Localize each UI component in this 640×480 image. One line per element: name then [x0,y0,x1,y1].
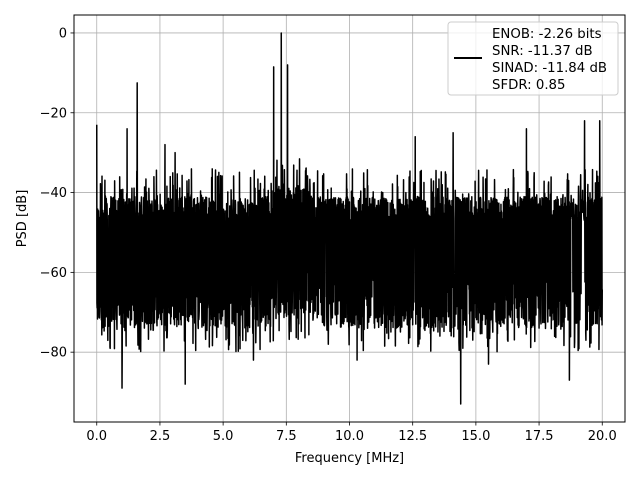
legend-entry-sinad: SINAD: -11.84 dB [492,61,607,76]
y-tick-label: −80 [40,346,67,361]
x-axis-ticks: 0.0 2.5 5.0 7.5 10.0 12.5 15.0 17.5 20.0 [86,422,617,444]
x-tick-label: 2.5 [150,429,171,444]
x-axis-label: Frequency [MHz] [295,451,404,466]
legend-entry-enob: ENOB: -2.26 bits [492,27,602,42]
y-tick-label: −40 [40,186,67,201]
legend-entry-snr: SNR: -11.37 dB [492,44,593,59]
y-tick-label: −60 [40,266,67,281]
y-axis-ticks: 0 −20 −40 −60 −80 [40,26,74,361]
x-tick-label: 5.0 [213,429,234,444]
x-tick-label: 15.0 [461,429,490,444]
x-tick-label: 7.5 [276,429,297,444]
x-tick-label: 20.0 [588,429,617,444]
y-axis-label: PSD [dB] [15,190,30,248]
legend-box [447,21,619,96]
y-tick-label: 0 [59,26,67,41]
x-tick-label: 12.5 [398,429,427,444]
legend: ENOB: -2.26 bits SNR: -11.37 dB SINAD: -… [447,21,619,96]
x-tick-label: 0.0 [86,429,107,444]
psd-series-line [96,32,603,405]
psd-series [96,32,603,405]
x-tick-label: 10.0 [335,429,364,444]
legend-entry-sfdr: SFDR: 0.85 [492,78,565,93]
x-tick-label: 17.5 [525,429,554,444]
y-tick-label: −20 [40,106,67,121]
